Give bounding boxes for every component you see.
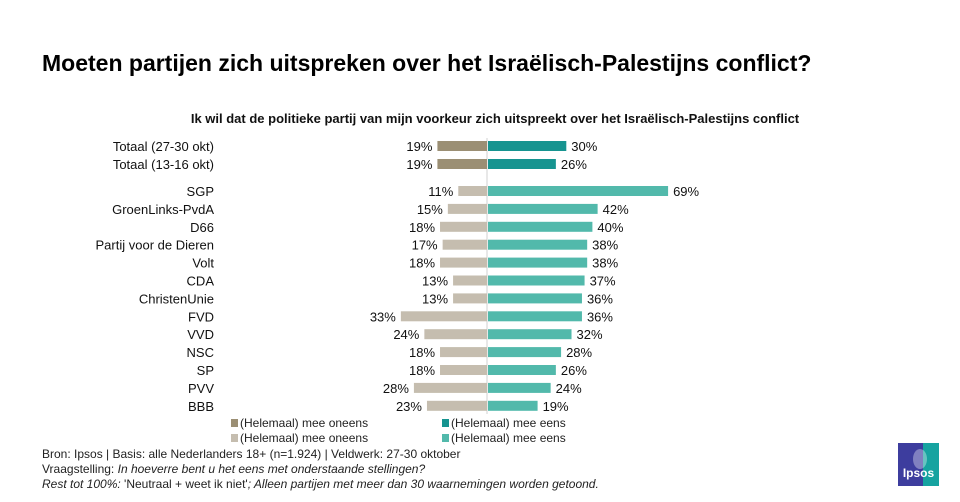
- rest-value: 'Neutraal + weet ik niet': [124, 477, 248, 491]
- bar-disagree: [437, 159, 487, 169]
- category-label: PVV: [188, 381, 214, 396]
- data-label-disagree: 13%: [422, 274, 448, 289]
- legend-label: (Helemaal) mee eens: [451, 416, 566, 430]
- bar-agree: [488, 159, 556, 169]
- data-label-disagree: 18%: [409, 220, 435, 235]
- bar-disagree: [437, 141, 487, 151]
- chart-subtitle: Ik wil dat de politieke partij van mijn …: [190, 111, 800, 126]
- bar-agree: [488, 141, 567, 151]
- ipsos-logo: Ipsos: [898, 443, 939, 486]
- bar-disagree: [400, 311, 487, 322]
- rest-extra: ; Alleen partijen met meer dan 30 waarne…: [247, 477, 599, 491]
- data-label-agree: 24%: [556, 381, 582, 396]
- data-label-agree: 36%: [587, 291, 613, 306]
- category-label: BBB: [188, 399, 214, 414]
- svg-text:Ipsos: Ipsos: [903, 466, 935, 480]
- category-label: Totaal (27-30 okt): [113, 139, 214, 154]
- bar-disagree: [447, 203, 487, 214]
- category-label: NSC: [187, 345, 214, 360]
- data-label-disagree: 11%: [428, 184, 453, 199]
- bar-agree: [488, 293, 582, 304]
- category-label: SP: [197, 363, 214, 378]
- data-label-agree: 42%: [603, 202, 629, 217]
- bar-agree: [488, 329, 572, 340]
- category-label: VVD: [187, 327, 214, 342]
- data-label-agree: 26%: [561, 157, 587, 172]
- category-label: Totaal (13-16 okt): [113, 157, 214, 172]
- bar-disagree: [453, 275, 487, 286]
- category-label: ChristenUnie: [139, 291, 214, 306]
- legend-label: (Helemaal) mee oneens: [240, 416, 368, 430]
- bar-disagree: [426, 400, 487, 411]
- data-label-agree: 40%: [597, 220, 623, 235]
- bar-agree: [488, 203, 598, 214]
- data-label-agree: 28%: [566, 345, 592, 360]
- bar-agree: [488, 365, 556, 375]
- legend-swatch: [442, 434, 449, 442]
- bar-agree: [488, 239, 588, 250]
- chart-title: Moeten partijen zich uitspreken over het…: [42, 50, 812, 76]
- data-label-disagree: 18%: [409, 363, 435, 378]
- bar-disagree: [440, 347, 487, 358]
- data-label-disagree: 24%: [393, 327, 419, 342]
- bar-agree: [488, 347, 562, 358]
- bar-disagree: [424, 329, 487, 340]
- category-label: FVD: [188, 309, 214, 324]
- bar-disagree: [440, 365, 487, 375]
- data-label-disagree: 28%: [383, 381, 409, 396]
- data-label-disagree: 13%: [422, 291, 448, 306]
- bar-disagree: [442, 239, 487, 250]
- data-label-agree: 19%: [543, 399, 569, 414]
- category-label: SGP: [187, 184, 214, 199]
- bar-disagree: [440, 257, 487, 268]
- legend-label: (Helemaal) mee eens: [451, 431, 566, 445]
- bar-agree: [488, 400, 538, 411]
- question-text: In hoeverre bent u het eens met ondersta…: [117, 462, 426, 476]
- data-label-agree: 36%: [587, 309, 613, 324]
- category-label: CDA: [187, 274, 215, 289]
- question-note: Vraagstelling: In hoeverre bent u het ee…: [42, 462, 425, 476]
- data-label-disagree: 18%: [409, 256, 435, 271]
- bar-agree: [488, 186, 669, 196]
- source-note: Bron: Ipsos | Basis: alle Nederlanders 1…: [42, 447, 461, 461]
- rest-note: Rest tot 100%: 'Neutraal + weet ik niet'…: [42, 477, 599, 491]
- data-label-disagree: 17%: [412, 238, 438, 253]
- data-label-agree: 69%: [673, 184, 699, 199]
- bar-agree: [488, 311, 582, 322]
- legend-swatch: [442, 419, 449, 427]
- category-label: Partij voor de Dieren: [96, 238, 215, 253]
- data-label-disagree: 23%: [396, 399, 422, 414]
- bar-disagree: [458, 186, 487, 196]
- category-label: Volt: [192, 256, 214, 271]
- data-label-agree: 38%: [592, 256, 618, 271]
- data-label-disagree: 33%: [370, 309, 396, 324]
- bar-disagree: [440, 221, 487, 232]
- legend-swatch: [231, 434, 238, 442]
- data-label-agree: 32%: [577, 327, 603, 342]
- bar-agree: [488, 221, 593, 232]
- data-label-agree: 38%: [592, 238, 618, 253]
- data-label-disagree: 18%: [409, 345, 435, 360]
- rest-label: Rest tot 100%:: [42, 477, 125, 491]
- data-label-disagree: 15%: [417, 202, 443, 217]
- data-label-agree: 37%: [590, 274, 616, 289]
- bar-disagree: [453, 293, 487, 304]
- data-label-disagree: 19%: [406, 139, 432, 154]
- bar-disagree: [413, 382, 487, 393]
- bar-agree: [488, 275, 585, 286]
- legend-swatch: [231, 419, 238, 427]
- data-label-disagree: 19%: [406, 157, 432, 172]
- legend-label: (Helemaal) mee oneens: [240, 431, 368, 445]
- bar-agree: [488, 257, 588, 268]
- question-label: Vraagstelling:: [42, 462, 118, 476]
- data-label-agree: 30%: [571, 139, 597, 154]
- data-label-agree: 26%: [561, 363, 587, 378]
- category-label: D66: [190, 220, 214, 235]
- chart: Totaal (27-30 okt) 19% 30% Totaal (13-16 ok…: [96, 138, 700, 445]
- bar-agree: [488, 382, 551, 393]
- category-label: GroenLinks-PvdA: [112, 202, 214, 217]
